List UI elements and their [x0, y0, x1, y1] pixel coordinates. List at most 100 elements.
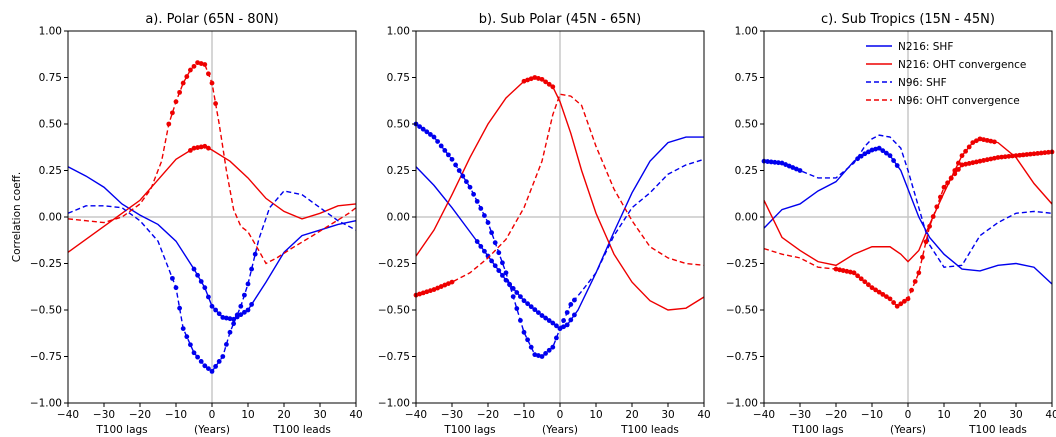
significance-marker — [496, 268, 502, 273]
legend-label: N216: OHT convergence — [898, 59, 1026, 71]
significance-marker — [884, 294, 889, 300]
significance-marker — [887, 153, 893, 159]
significance-marker — [938, 194, 943, 200]
significance-marker — [478, 206, 484, 211]
significance-marker — [424, 129, 430, 135]
series-line-1 — [763, 147, 1053, 285]
significance-marker — [923, 239, 929, 245]
significance-marker — [514, 290, 520, 295]
significance-marker — [880, 148, 886, 154]
panel-1: −40 −30 −20 −10 0 10 20 30 40 −1.00 −0.75 −0.50 −0.2… — [30, 12, 363, 436]
x-annotation: T100 leads — [272, 424, 331, 436]
significance-marker — [840, 268, 846, 273]
significance-marker — [887, 296, 893, 302]
significance-marker — [543, 315, 548, 321]
significance-marker — [790, 165, 796, 170]
x-tick-label: −10 — [165, 409, 187, 421]
significance-marker — [977, 136, 983, 142]
significance-marker — [442, 282, 448, 288]
significance-marker — [572, 297, 577, 303]
significance-marker — [471, 191, 476, 197]
significance-marker — [912, 279, 918, 284]
significance-marker — [1042, 150, 1048, 156]
y-tick-label: −0.75 — [30, 351, 62, 363]
significance-marker — [561, 324, 566, 330]
significance-marker — [238, 312, 244, 318]
significance-marker — [435, 139, 440, 144]
legend-item: N216: SHF — [866, 41, 953, 53]
x-tick-label: −40 — [57, 409, 79, 421]
significance-marker — [202, 62, 208, 67]
significance-marker — [242, 309, 247, 315]
x-annotation: T100 lags — [791, 424, 843, 436]
significance-marker — [916, 270, 922, 276]
x-tick-label: 40 — [349, 409, 362, 421]
significance-marker — [206, 71, 211, 77]
significance-marker — [514, 306, 520, 311]
significance-marker — [510, 294, 516, 300]
x-tick-label: 10 — [589, 409, 602, 421]
significance-marker — [202, 143, 208, 149]
significance-marker — [532, 352, 538, 358]
significance-marker — [858, 276, 864, 282]
panel-3: −40 −30 −20 −10 0 10 20 30 40 −1.00 −0.75 −0.50 −0.2… — [726, 12, 1056, 436]
significance-marker — [449, 156, 455, 162]
x-tick-label: 0 — [557, 409, 564, 421]
significance-marker — [1038, 150, 1044, 156]
significance-marker — [510, 286, 516, 291]
significance-marker — [927, 223, 932, 229]
significance-marker — [999, 154, 1004, 160]
significance-marker — [496, 250, 502, 256]
significance-marker — [521, 329, 527, 335]
significance-marker — [855, 273, 860, 279]
significance-marker — [546, 318, 552, 323]
significance-marker — [891, 300, 896, 305]
significance-marker — [195, 145, 201, 150]
significance-marker — [557, 326, 563, 331]
significance-marker — [930, 214, 936, 219]
x-tick-label: 0 — [209, 409, 216, 421]
x-tick-label: −30 — [441, 409, 463, 421]
x-tick-label: 20 — [277, 409, 290, 421]
significance-marker — [992, 139, 997, 145]
significance-marker — [894, 163, 900, 168]
significance-marker — [568, 302, 574, 307]
x-tick-label: −30 — [93, 409, 115, 421]
significance-marker — [532, 75, 538, 80]
x-tick-label: 30 — [1009, 409, 1022, 421]
significance-marker — [188, 148, 193, 153]
significance-marker — [920, 254, 925, 260]
y-tick-label: −1.00 — [726, 398, 758, 410]
significance-marker — [227, 316, 233, 322]
significance-marker — [474, 239, 480, 244]
x-tick-label: 30 — [313, 409, 326, 421]
significance-marker — [170, 110, 175, 116]
x-annotation: (Years) — [194, 424, 230, 436]
significance-marker — [428, 288, 433, 294]
significance-marker — [963, 161, 968, 167]
significance-marker — [546, 347, 552, 353]
significance-marker — [195, 60, 201, 66]
significance-marker — [995, 155, 1001, 160]
significance-marker — [216, 311, 222, 317]
significance-marker — [482, 248, 487, 254]
significance-marker — [442, 148, 448, 153]
significance-marker — [492, 240, 498, 246]
significance-marker — [905, 296, 911, 302]
significance-marker — [238, 303, 244, 309]
significance-marker — [963, 148, 968, 154]
significance-marker — [198, 61, 204, 66]
y-tick-label: −1.00 — [378, 398, 410, 410]
significance-marker — [438, 284, 444, 289]
significance-marker — [209, 303, 215, 309]
significance-marker — [191, 63, 197, 69]
significance-marker — [1028, 151, 1033, 157]
panel-2: −40 −30 −20 −10 0 10 20 30 40 −1.00 −0.75 −0.50 −0.2… — [378, 12, 711, 436]
significance-marker — [833, 266, 839, 272]
x-tick-label: −10 — [513, 409, 535, 421]
significance-marker — [564, 322, 570, 328]
y-axis-label: Correlation coeff. — [11, 172, 23, 262]
significance-marker — [977, 158, 983, 164]
y-tick-label: −0.50 — [30, 305, 62, 317]
